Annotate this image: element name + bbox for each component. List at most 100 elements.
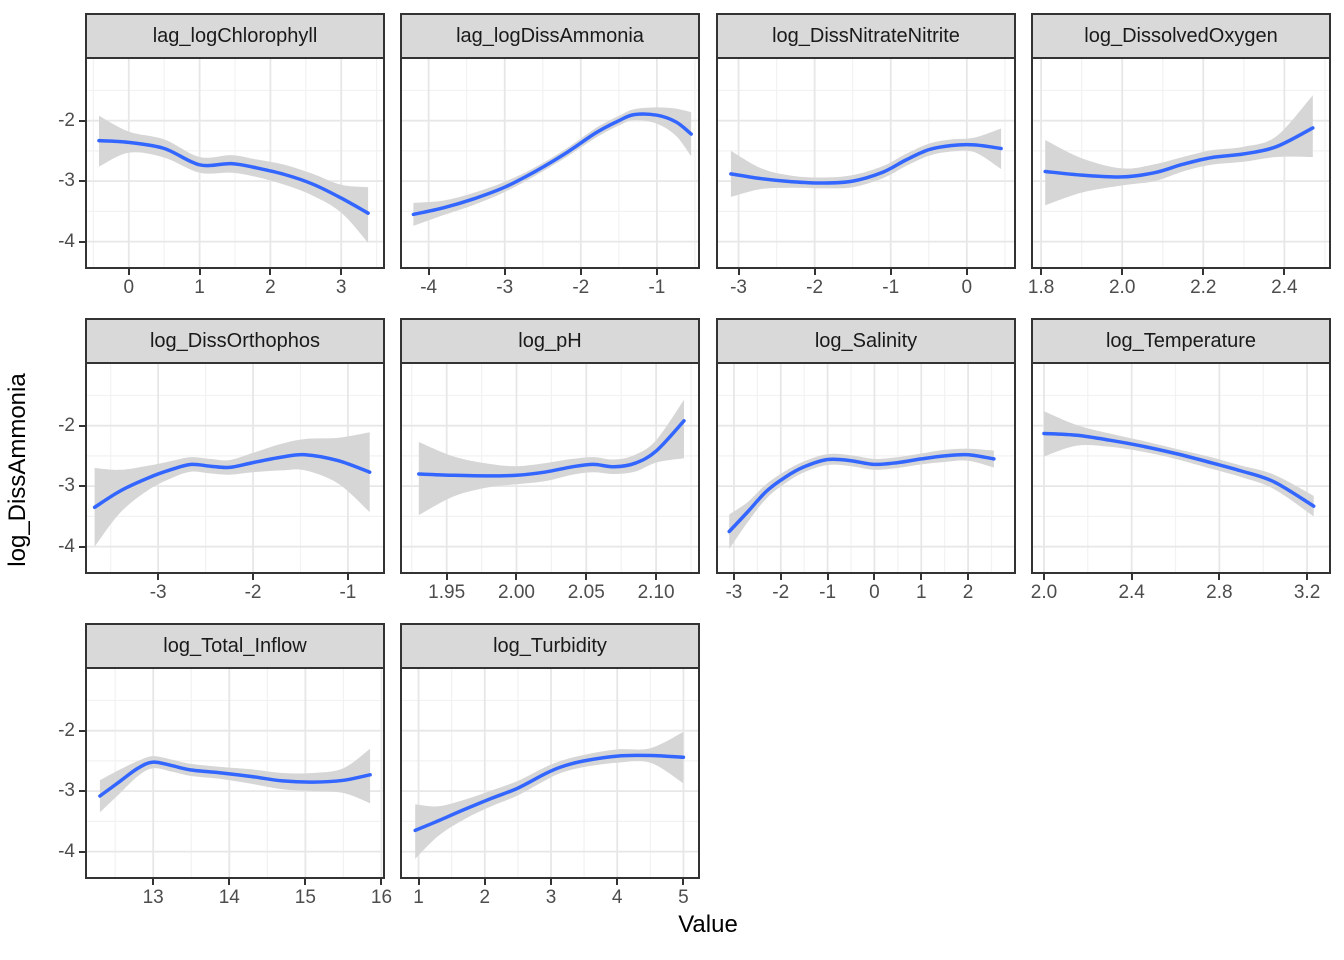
y-tick-label: -2 [58,414,75,436]
facet-title: log_DissolvedOxygen [1084,24,1278,47]
facet-panel: lag_logDissAmmonia -4 -3 -2 -1 [400,13,700,313]
y-tick-mark [79,729,85,732]
x-tick-label: 2 [962,582,974,603]
confidence-ribbon [729,448,994,549]
smooth-plot [402,59,698,267]
x-tick-mark [1218,574,1221,580]
x-tick-label: 1.8 [1027,277,1055,298]
x-axis-title: Value [678,911,738,938]
y-tick-mark [79,485,85,488]
x-tick-label: 0 [123,277,135,298]
x-tick-label: 5 [678,887,689,908]
plot-panel [400,57,700,269]
y-tick-mark [79,180,85,183]
facet-panel: log_pH 1.95 2.00 2.05 2.10 [400,318,700,618]
x-tick-mark [616,879,619,885]
x-tick-mark [873,574,876,580]
x-tick-label: 13 [142,887,164,908]
facet-strip: lag_logDissAmmonia [400,13,700,59]
facet-panel: log_DissNitrateNitrite -3 -2 -1 0 [716,13,1016,313]
y-tick-label: -3 [58,170,75,192]
x-tick-label: 1 [194,277,205,298]
y-tick-label: -2 [58,719,75,741]
x-tick-label: 3.2 [1293,582,1321,603]
x-tick-label: -2 [806,277,824,298]
smooth-plot [87,364,383,572]
plot-panel [85,362,385,574]
x-tick-label: 2.8 [1206,582,1233,603]
x-tick-label: -1 [648,277,666,298]
plot-panel [1031,362,1331,574]
x-tick-mark [417,879,420,885]
x-tick-mark [157,574,160,580]
confidence-ribbon [418,399,684,516]
x-tick-label: -2 [572,277,590,298]
x-tick-label: 2.4 [1271,277,1298,298]
facet-title: log_DissNitrateNitrite [772,24,960,47]
smooth-line [727,452,996,534]
x-tick-label: 2.0 [1030,582,1058,603]
y-tick-label: -4 [58,535,75,557]
x-tick-mark [579,269,582,275]
x-tick-label: 2.2 [1190,277,1217,298]
facet-strip: log_Total_Inflow [85,623,385,669]
x-tick-mark [737,269,740,275]
x-tick-mark [252,574,255,580]
plot-panel [400,362,700,574]
x-tick-label: -1 [339,582,357,603]
x-tick-mark [152,879,155,885]
facet-panel: log_DissOrthophos -3 -2 -1 -2 -3 -4 [58,318,385,618]
smooth-line [92,452,372,510]
x-tick-mark [1130,574,1133,580]
x-tick-mark [732,574,735,580]
facet-title: lag_logChlorophyll [152,24,318,47]
smooth-plot [1033,59,1329,267]
confidence-ribbon [730,128,1002,197]
x-tick-mark [304,879,307,885]
x-tick-mark [445,574,448,580]
y-tick-label: -3 [58,780,75,802]
y-axis-title: log_DissAmmonia [4,373,31,567]
x-tick-mark [1283,269,1286,275]
x-tick-mark [1040,269,1043,275]
x-tick-label: -3 [496,277,514,298]
x-tick-mark [826,574,829,580]
x-tick-label: 2.05 [567,582,605,603]
smooth-plot [718,364,1014,572]
x-tick-label: 15 [294,887,316,908]
facet-title: log_Total_Inflow [163,634,307,657]
smooth-line [97,138,370,215]
confidence-ribbon [94,432,370,547]
x-tick-mark [1306,574,1309,580]
x-tick-label: 0 [869,582,880,603]
confidence-ribbon [1044,411,1314,517]
facet-strip: log_DissolvedOxygen [1031,13,1331,59]
smooth-line [417,419,686,478]
smooth-line [1042,431,1316,508]
smooth-line [729,142,1003,185]
x-tick-mark [965,269,968,275]
x-tick-label: 2.0 [1108,277,1136,298]
x-tick-mark [813,269,816,275]
plot-panel [400,667,700,879]
y-tick-mark [79,424,85,427]
x-tick-mark [380,879,383,885]
x-tick-label: 2.4 [1118,582,1145,603]
smooth-line [98,760,372,798]
facet-title: log_Temperature [1105,329,1257,352]
y-tick-label: -4 [58,230,75,252]
y-tick-label: -3 [58,475,75,497]
smooth-plot [87,669,383,877]
x-tick-mark [228,879,231,885]
facet-panel: log_DissolvedOxygen 1.8 2.0 2.2 2.4 [1028,13,1331,313]
x-tick-mark [198,269,201,275]
confidence-ribbon [1045,95,1313,206]
x-tick-label: -3 [149,582,167,603]
x-tick-label: 3 [335,277,347,298]
x-tick-label: 1.95 [428,582,466,603]
facet-panel: log_Turbidity 1 2 3 4 5 [400,623,700,923]
x-tick-mark [1202,269,1205,275]
smooth-line [413,753,686,833]
smooth-plot [1033,364,1329,572]
facet-strip: log_Turbidity [400,623,700,669]
